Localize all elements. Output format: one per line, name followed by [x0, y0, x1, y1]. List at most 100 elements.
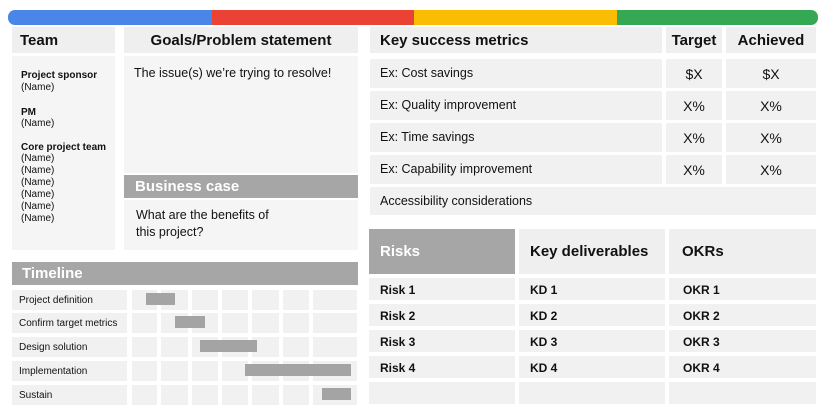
timeline-grid-cell	[252, 337, 279, 357]
deliverable-cell: KD 2	[519, 304, 665, 326]
timeline-phase-cell: Design solution	[12, 337, 127, 357]
core-team-name: (Name)	[21, 153, 55, 164]
goals-title: Goals/Problem statement	[150, 31, 332, 49]
risks-header: Risks	[369, 229, 515, 274]
core-team-name: (Name)	[21, 189, 55, 200]
metric-row: Ex: Cost savings	[370, 59, 662, 88]
timeline-grid-cell	[222, 313, 248, 333]
metric-achieved-cell: X%	[726, 123, 816, 152]
risk-cell: Risk 4	[369, 356, 515, 378]
team-header: Team	[12, 27, 115, 53]
timeline-grid-cell	[192, 290, 218, 310]
metric-achieved-cell: $X	[726, 59, 816, 88]
goals-panel: The issue(s) we’re trying to resolve!	[124, 56, 358, 173]
okrs-title: OKRs	[682, 243, 724, 260]
timeline-grid-cell	[132, 313, 157, 333]
timeline-grid-cell	[313, 337, 357, 357]
metric-target-value: X%	[683, 130, 705, 146]
timeline-grid-cell	[283, 385, 309, 405]
achieved-title: Achieved	[737, 31, 805, 49]
accessibility-row: Accessibility considerations	[370, 187, 816, 215]
okr-cell: OKR 3	[669, 330, 816, 352]
timeline-phase-cell: Implementation	[12, 361, 127, 381]
timeline-grid-cell	[222, 385, 248, 405]
metrics-title: Key success metrics	[380, 31, 529, 49]
risk-cell: Risk 3	[369, 330, 515, 352]
timeline-grid-cell	[192, 385, 218, 405]
okr-label: OKR 3	[683, 335, 720, 349]
team-panel: Project sponsor (Name) PM (Name) Core pr…	[12, 56, 115, 250]
metric-target-cell: X%	[666, 155, 722, 184]
timeline-phase-label: Project definition	[19, 295, 93, 306]
core-team-name: (Name)	[21, 165, 55, 176]
metric-label: Ex: Quality improvement	[380, 98, 517, 112]
metric-label: Ex: Time savings	[380, 130, 475, 144]
metrics-header: Key success metrics	[370, 27, 662, 53]
timeline-bar	[146, 293, 175, 305]
risk-label: Risk 1	[380, 283, 416, 297]
okr-label: OKR 1	[683, 283, 720, 297]
sponsor-label: Project sponsor	[21, 70, 98, 81]
goals-header: Goals/Problem statement	[124, 27, 358, 53]
deliverables-title: Key deliverables	[530, 243, 649, 260]
sponsor-name: (Name)	[21, 82, 55, 93]
color-strip-red	[212, 10, 416, 25]
core-team-label: Core project team	[21, 142, 107, 153]
timeline-grid-cell	[252, 385, 279, 405]
metric-row: Ex: Capability improvement	[370, 155, 662, 184]
color-strip-green	[617, 10, 818, 25]
metric-target-value: X%	[683, 98, 705, 114]
deliverable-cell	[519, 382, 665, 404]
team-title: Team	[20, 31, 59, 49]
okr-label: OKR 4	[683, 361, 720, 375]
timeline-grid-cell	[222, 361, 248, 381]
pm-name: (Name)	[21, 118, 55, 129]
target-header: Target	[666, 27, 722, 53]
metric-row: Ex: Time savings	[370, 123, 662, 152]
timeline-grid-cell	[132, 385, 157, 405]
pm-label: PM	[21, 107, 36, 118]
okr-cell	[669, 382, 816, 404]
timeline-phase-label: Implementation	[19, 366, 88, 377]
risks-title: Risks	[380, 243, 421, 260]
metric-achieved-value: X%	[760, 98, 782, 114]
timeline-bar	[322, 388, 351, 400]
timeline-grid-cell	[252, 313, 279, 333]
okr-cell: OKR 2	[669, 304, 816, 326]
timeline-grid-cell	[283, 290, 309, 310]
okrs-header: OKRs	[669, 229, 816, 274]
metric-achieved-cell: X%	[726, 155, 816, 184]
achieved-header: Achieved	[726, 27, 816, 53]
risk-label: Risk 2	[380, 309, 416, 323]
deliverable-cell: KD 3	[519, 330, 665, 352]
business-case-text-line2: this project?	[136, 225, 204, 239]
deliverable-label: KD 3	[530, 335, 558, 349]
metric-achieved-cell: X%	[726, 91, 816, 120]
deliverable-label: KD 4	[530, 361, 558, 375]
color-strip-yellow	[414, 10, 619, 25]
accessibility-label: Accessibility considerations	[380, 194, 533, 208]
metric-target-cell: X%	[666, 91, 722, 120]
goals-text: The issue(s) we’re trying to resolve!	[134, 66, 332, 80]
target-title: Target	[671, 31, 717, 49]
business-case-text-line1: What are the benefits of	[136, 208, 269, 222]
metric-achieved-value: $X	[762, 66, 780, 82]
metric-achieved-value: X%	[760, 162, 782, 178]
timeline-bar	[175, 316, 205, 328]
timeline-header: Timeline	[12, 262, 358, 285]
timeline-bar	[200, 340, 257, 352]
metric-label: Ex: Cost savings	[380, 66, 474, 80]
timeline-phase-cell: Project definition	[12, 290, 127, 310]
color-strip-blue	[8, 10, 214, 25]
okr-cell: OKR 1	[669, 278, 816, 300]
timeline-phase-label: Sustain	[19, 390, 53, 401]
timeline-grid-cell	[132, 361, 157, 381]
risk-cell: Risk 1	[369, 278, 515, 300]
business-case-header: Business case	[124, 175, 358, 198]
timeline-phase-label: Confirm target metrics	[19, 318, 118, 329]
metric-target-value: X%	[683, 162, 705, 178]
metric-label: Ex: Capability improvement	[380, 162, 533, 176]
metric-target-value: $X	[685, 66, 703, 82]
risk-cell	[369, 382, 515, 404]
business-case-title: Business case	[135, 178, 240, 195]
